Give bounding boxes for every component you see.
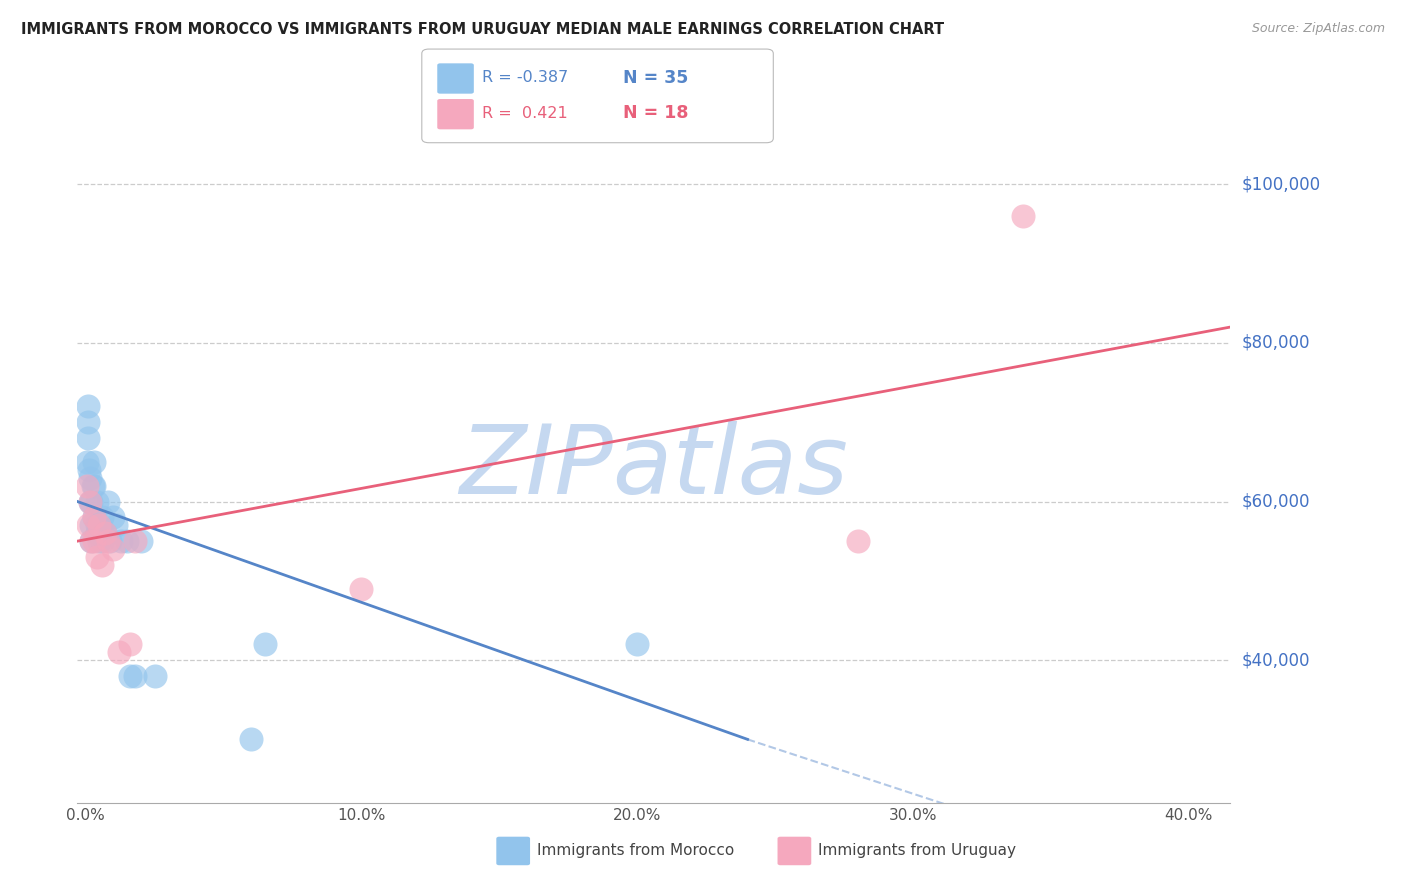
Point <box>626 637 648 651</box>
Point <box>104 518 127 533</box>
Point <box>350 582 373 596</box>
Point <box>91 510 114 524</box>
Point <box>77 518 100 533</box>
Point <box>89 518 111 533</box>
Point <box>91 534 114 549</box>
Point <box>143 669 166 683</box>
Point <box>118 637 141 651</box>
Point <box>91 558 114 572</box>
Point <box>129 534 152 549</box>
Point <box>103 510 125 524</box>
Text: N = 18: N = 18 <box>623 104 689 122</box>
Point <box>107 645 129 659</box>
Point <box>124 534 146 549</box>
Point <box>97 534 120 549</box>
Point <box>89 518 111 533</box>
Text: $80,000: $80,000 <box>1241 334 1310 352</box>
Point <box>76 415 98 429</box>
Point <box>79 494 101 508</box>
Point <box>118 669 141 683</box>
Point <box>80 518 103 533</box>
Text: Immigrants from Uruguay: Immigrants from Uruguay <box>818 844 1017 858</box>
Point <box>115 534 138 549</box>
Point <box>86 494 108 508</box>
Point <box>80 534 103 549</box>
Point <box>86 526 108 541</box>
Point <box>77 431 100 445</box>
Point <box>103 542 125 557</box>
Point <box>86 518 108 533</box>
Point <box>253 637 276 651</box>
Point <box>76 455 98 469</box>
Point <box>79 471 101 485</box>
Point <box>83 534 105 549</box>
Point <box>82 478 104 492</box>
Point <box>97 494 120 508</box>
Point <box>80 534 103 549</box>
Point <box>94 526 117 541</box>
Point <box>100 534 122 549</box>
Text: Source: ZipAtlas.com: Source: ZipAtlas.com <box>1251 22 1385 36</box>
Text: $100,000: $100,000 <box>1241 176 1320 194</box>
Point <box>240 732 263 747</box>
Point <box>86 549 108 564</box>
Text: ZIPatlas: ZIPatlas <box>460 421 848 514</box>
Text: N = 35: N = 35 <box>623 69 688 87</box>
Point <box>77 463 100 477</box>
Point <box>110 534 132 549</box>
Point <box>83 510 105 524</box>
Point <box>89 534 111 549</box>
Point <box>79 494 101 508</box>
Point <box>846 534 869 549</box>
Point <box>1012 209 1035 223</box>
Point <box>94 526 117 541</box>
Point <box>80 494 103 508</box>
Point <box>83 510 105 524</box>
Point <box>76 478 98 492</box>
Text: R =  0.421: R = 0.421 <box>482 106 568 120</box>
Text: R = -0.387: R = -0.387 <box>482 70 568 85</box>
Point <box>77 400 100 414</box>
Point <box>83 455 105 469</box>
Text: Immigrants from Morocco: Immigrants from Morocco <box>537 844 734 858</box>
Text: IMMIGRANTS FROM MOROCCO VS IMMIGRANTS FROM URUGUAY MEDIAN MALE EARNINGS CORRELAT: IMMIGRANTS FROM MOROCCO VS IMMIGRANTS FR… <box>21 22 945 37</box>
Point <box>124 669 146 683</box>
Point <box>83 478 105 492</box>
Text: $60,000: $60,000 <box>1241 492 1310 510</box>
Text: $40,000: $40,000 <box>1241 651 1310 669</box>
